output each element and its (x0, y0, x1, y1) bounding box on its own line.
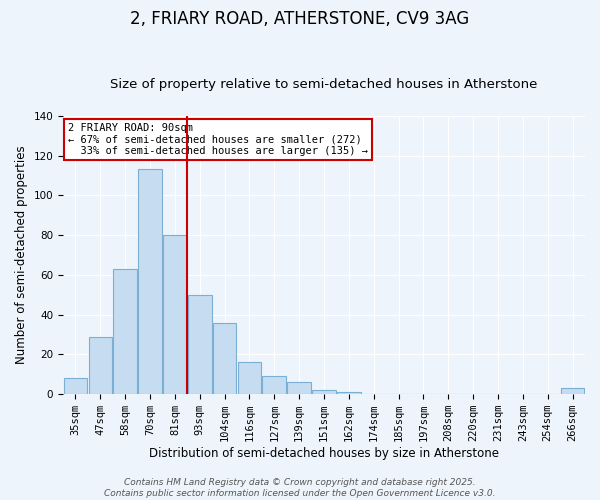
Bar (138, 170, 162, 394)
Bar (64, 378, 87, 394)
Bar (213, 322, 236, 394)
Bar (113, 269, 137, 394)
Bar (287, 382, 311, 394)
Bar (163, 235, 187, 394)
Text: 2, FRIARY ROAD, ATHERSTONE, CV9 3AG: 2, FRIARY ROAD, ATHERSTONE, CV9 3AG (130, 10, 470, 28)
Bar (262, 376, 286, 394)
Bar (561, 388, 584, 394)
Bar (89, 336, 112, 394)
Y-axis label: Number of semi-detached properties: Number of semi-detached properties (15, 146, 28, 364)
Bar (188, 295, 212, 394)
Text: Contains HM Land Registry data © Crown copyright and database right 2025.
Contai: Contains HM Land Registry data © Crown c… (104, 478, 496, 498)
X-axis label: Distribution of semi-detached houses by size in Atherstone: Distribution of semi-detached houses by … (149, 447, 499, 460)
Title: Size of property relative to semi-detached houses in Atherstone: Size of property relative to semi-detach… (110, 78, 538, 91)
Bar (337, 392, 361, 394)
Bar (238, 362, 261, 394)
Text: 2 FRIARY ROAD: 90sqm
← 67% of semi-detached houses are smaller (272)
  33% of se: 2 FRIARY ROAD: 90sqm ← 67% of semi-detac… (68, 122, 368, 156)
Bar (312, 390, 336, 394)
